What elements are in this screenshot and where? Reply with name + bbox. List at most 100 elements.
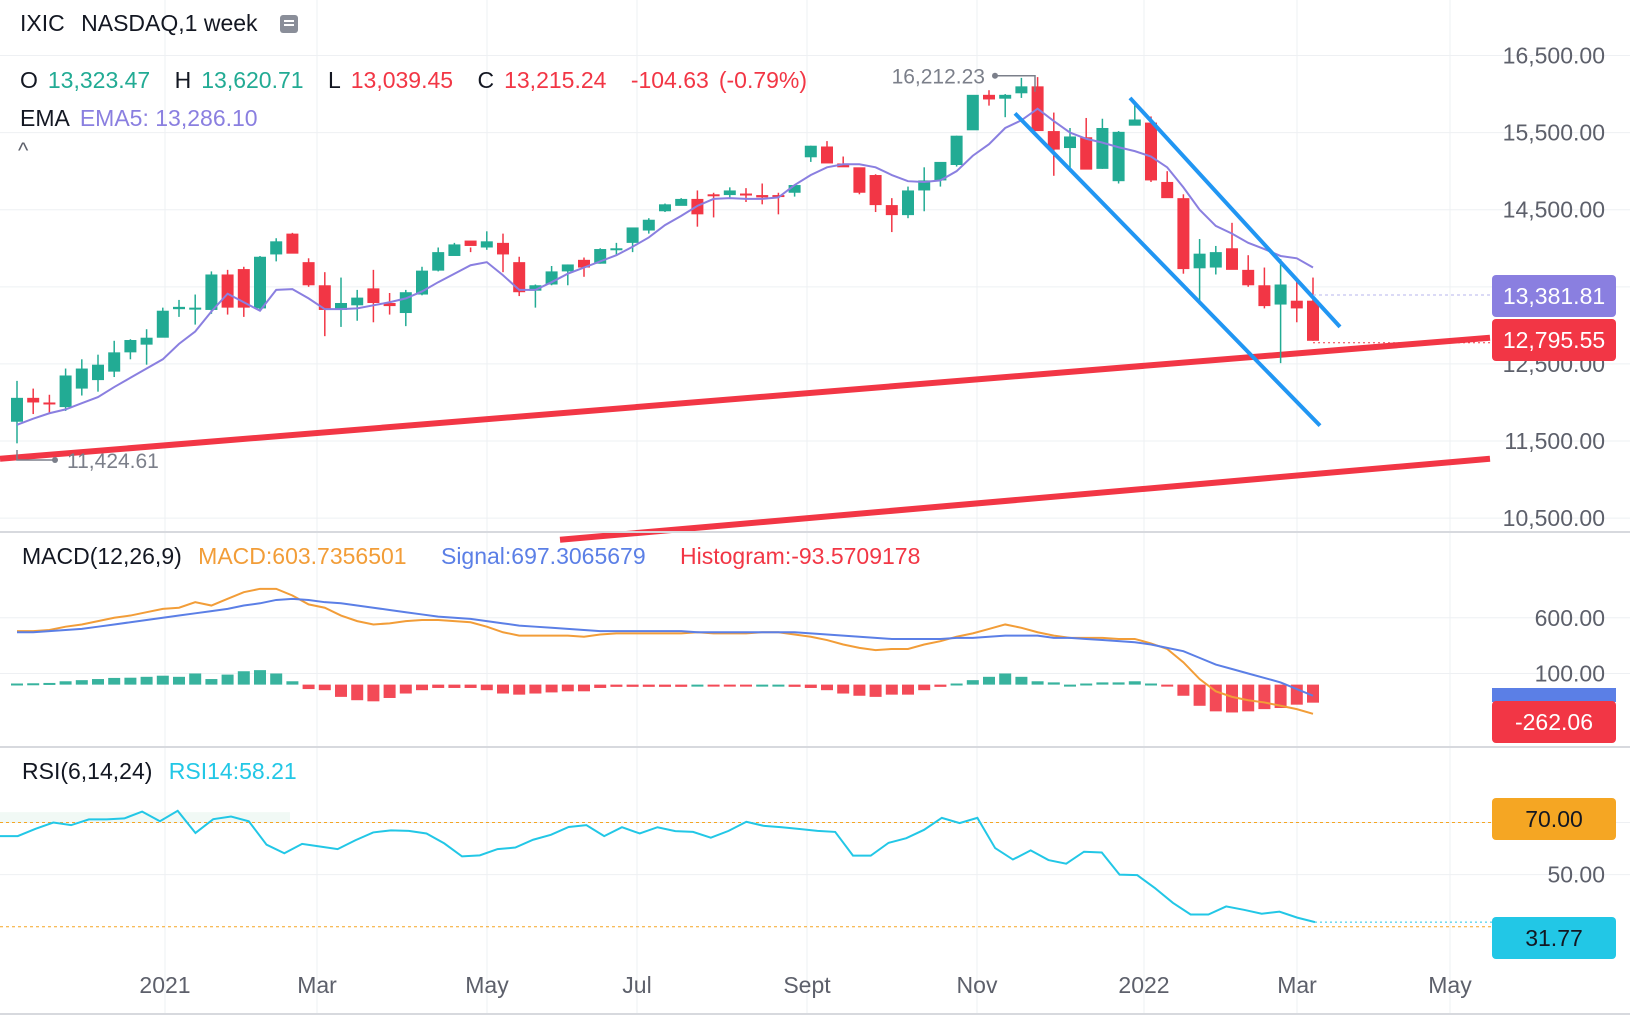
macd-histogram-bar <box>999 673 1012 685</box>
candle-body <box>205 274 218 310</box>
macd-histogram-bar <box>1177 684 1190 696</box>
candle-body <box>27 397 40 403</box>
descending-channel <box>1013 96 1342 427</box>
candle-body <box>140 337 153 345</box>
rsi-last-tag-bg <box>1492 917 1616 959</box>
candle-body <box>821 146 833 164</box>
macd-histogram-bar <box>1128 681 1141 685</box>
macd-histogram-bar <box>740 684 752 687</box>
macd-histogram-bar <box>675 684 688 687</box>
macd-histogram <box>11 670 1319 713</box>
macd-histogram-bar <box>173 676 185 685</box>
macd-histogram-bar <box>270 673 283 685</box>
candle-body <box>918 180 931 191</box>
symbol-legend[interactable]: IXIC NASDAQ,1 week <box>20 10 308 37</box>
candle-body <box>1064 136 1076 149</box>
ema-title: EMA <box>20 105 70 131</box>
candle-body <box>950 135 963 165</box>
time-axis-label: 2022 <box>1118 972 1169 998</box>
candle-body <box>513 262 526 293</box>
macd-histogram-bar <box>318 684 331 691</box>
macd-histogram-bar <box>966 680 979 685</box>
macd-histogram-bar <box>1274 684 1287 709</box>
macd-histogram-bar <box>1064 684 1076 687</box>
macd-histogram-bar <box>821 684 833 691</box>
macd-legend[interactable]: MACD(12,26,9) MACD:603.7356501 Signal:69… <box>22 543 930 570</box>
collapse-chevron-icon[interactable]: ^ <box>18 138 29 163</box>
macd-histogram-bar <box>723 684 736 687</box>
macd-histogram-bar <box>1080 683 1093 686</box>
rsi-overbought-area <box>0 812 290 823</box>
signal-tag-bg <box>1492 688 1616 702</box>
macd-histogram-bar <box>869 684 882 697</box>
high-label: H <box>174 67 192 93</box>
rsi-line <box>0 809 1316 924</box>
macd-histogram-bar <box>1226 684 1238 713</box>
price-pane[interactable]: 16,212.23 11,424.61 <box>0 66 1492 543</box>
time-axis[interactable]: 2021 Mar May Jul Sept Nov 2022 Mar May <box>139 972 1472 998</box>
candle-body <box>1274 284 1287 305</box>
candle-body <box>1161 181 1174 199</box>
low-label: L <box>327 67 341 93</box>
price-axis-label: 15,500.00 <box>1503 120 1605 146</box>
macd-axis[interactable]: 600.00 100.00 <box>1535 605 1605 687</box>
candle-body <box>804 145 817 158</box>
change-value: -104.63 <box>630 67 709 93</box>
candle-body <box>92 364 104 381</box>
candle-body <box>173 306 185 310</box>
close-value: 13,215.24 <box>504 67 607 93</box>
candle-body <box>707 194 720 197</box>
candle-body <box>610 248 623 251</box>
candle-body <box>1193 253 1206 269</box>
signal-value: Signal:697.3065679 <box>440 543 646 569</box>
price-axis[interactable]: 16,500.00 15,500.00 14,500.00 11,500.00 10,5… <box>1503 43 1605 532</box>
macd-pane[interactable] <box>11 587 1319 715</box>
candle-body <box>286 233 299 254</box>
candle-body <box>383 303 396 307</box>
close-label: C <box>477 67 495 93</box>
rsi-legend[interactable]: RSI(6,14,24) RSI14:58.21 <box>22 758 307 785</box>
rsi-pane[interactable] <box>0 809 1492 928</box>
macd-histogram-bar <box>75 680 88 685</box>
rsi-value: RSI14:58.21 <box>168 758 297 784</box>
macd-histogram-bar <box>1112 682 1125 685</box>
ema-price-tag-bg <box>1492 275 1616 317</box>
candle-body <box>497 242 509 255</box>
ema-value: EMA5: 13,286.10 <box>79 105 258 131</box>
ema-legend[interactable]: EMA EMA5: 13,286.10 <box>20 105 268 132</box>
candle-body <box>934 161 947 181</box>
macd-histogram-bar <box>108 677 121 685</box>
details-icon[interactable] <box>279 15 298 33</box>
rsi-title: RSI(6,14,24) <box>22 758 153 784</box>
macd-histogram-bar <box>1015 676 1028 685</box>
time-axis-label: 2021 <box>139 972 190 998</box>
macd-histogram-bar <box>1193 684 1206 706</box>
high-marker-label: 16,212.23 <box>892 66 985 89</box>
candle-body <box>853 167 866 193</box>
channel-upper-line <box>1128 96 1342 329</box>
candle-body <box>416 270 428 295</box>
candle-body <box>642 219 655 231</box>
candle-body <box>1307 300 1319 341</box>
candle-body <box>1226 248 1238 270</box>
price-axis-label: 10,500.00 <box>1503 505 1605 531</box>
macd-histogram-bar <box>691 684 704 687</box>
low-value: 13,039.45 <box>350 67 454 93</box>
candle-body <box>108 352 121 372</box>
low-marker-dot <box>52 457 58 463</box>
rsi-70-tag: 70.00 <box>1525 806 1583 832</box>
macd-histogram-bar <box>1307 684 1319 703</box>
macd-histogram-bar <box>529 684 542 694</box>
candle-body <box>1177 198 1190 270</box>
time-axis-label: May <box>465 972 509 998</box>
macd-histogram-bar <box>772 684 785 687</box>
macd-histogram-bar <box>707 684 720 687</box>
candle-body <box>480 241 493 248</box>
macd-value: MACD:603.7356501 <box>198 543 407 569</box>
macd-histogram-bar <box>950 683 963 686</box>
candle-body <box>75 368 88 389</box>
macd-axis-label: 600.00 <box>1535 605 1605 631</box>
candle-body <box>740 193 752 196</box>
rsi-axis[interactable]: 50.00 <box>1315 862 1605 923</box>
